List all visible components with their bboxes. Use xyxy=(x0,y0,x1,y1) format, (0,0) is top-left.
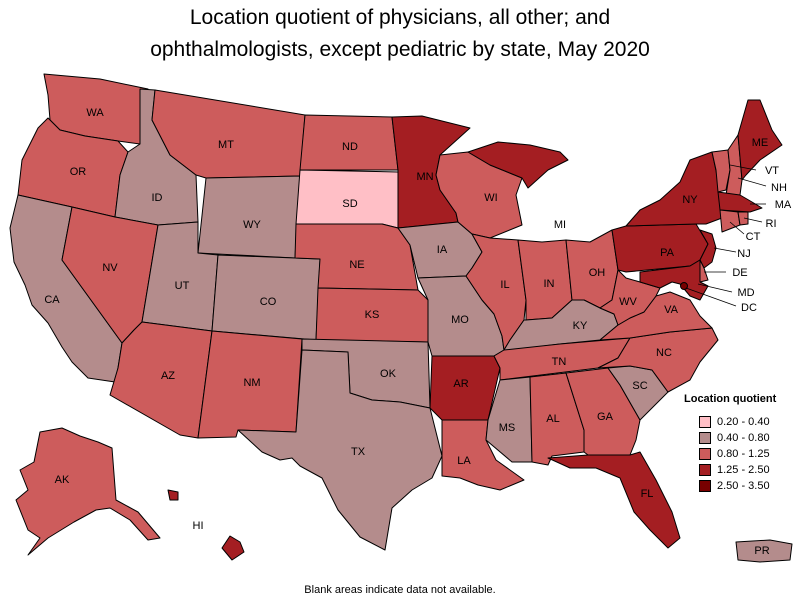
state-NJ[interactable] xyxy=(699,229,717,269)
map-legend: Location quotient 0.20 - 0.40 0.40 - 0.80… xyxy=(684,393,776,494)
state-label-NC: NC xyxy=(656,347,672,359)
state-label-CA: CA xyxy=(44,294,60,306)
legend-swatch xyxy=(699,432,711,444)
state-label-DC: DC xyxy=(741,302,757,314)
state-PR[interactable] xyxy=(735,539,793,563)
state-label-MA: MA xyxy=(775,199,792,211)
state-TX[interactable] xyxy=(237,349,443,551)
state-label-NE: NE xyxy=(349,259,364,271)
state-MA[interactable] xyxy=(717,191,763,213)
state-label-ND: ND xyxy=(342,141,358,153)
state-label-RI: RI xyxy=(766,218,777,230)
state-CT[interactable] xyxy=(719,209,741,233)
state-label-MS: MS xyxy=(499,422,516,434)
legend-swatch xyxy=(699,416,711,428)
state-label-IN: IN xyxy=(544,278,555,290)
state-label-TN: TN xyxy=(552,356,567,368)
state-label-AL: AL xyxy=(546,413,559,425)
state-FL[interactable] xyxy=(547,451,681,549)
state-label-IA: IA xyxy=(437,244,448,256)
state-label-WI: WI xyxy=(484,192,497,204)
legend-title: Location quotient xyxy=(684,393,777,405)
state-RI[interactable] xyxy=(737,211,749,226)
map-title-line-1: Location quotient of physicians, all oth… xyxy=(189,6,611,29)
state-label-WV: WV xyxy=(619,296,637,308)
state-label-MI: MI xyxy=(554,219,566,231)
state-label-PA: PA xyxy=(660,247,675,259)
state-label-SC: SC xyxy=(632,380,647,392)
state-label-OK: OK xyxy=(380,368,397,380)
state-label-WA: WA xyxy=(86,107,104,119)
legend-label: 0.20 - 0.40 xyxy=(717,416,770,428)
state-label-VA: VA xyxy=(664,304,679,316)
legend-item: 2.50 - 3.50 xyxy=(684,478,776,494)
legend-item: 0.80 - 1.25 xyxy=(684,446,776,462)
state-label-LA: LA xyxy=(457,455,471,467)
state-HI-island[interactable] xyxy=(167,489,179,501)
state-label-NV: NV xyxy=(102,262,118,274)
state-label-MO: MO xyxy=(451,314,469,326)
state-label-HI: HI xyxy=(193,520,204,532)
legend-item: 0.20 - 0.40 xyxy=(684,414,776,430)
state-label-FL: FL xyxy=(641,488,654,500)
state-DC[interactable] xyxy=(680,282,688,290)
state-NC[interactable] xyxy=(597,327,719,393)
state-label-IL: IL xyxy=(500,279,509,291)
state-label-ID: ID xyxy=(152,192,163,204)
state-label-SD: SD xyxy=(342,198,357,210)
map-title: Location quotient of physicians, all oth… xyxy=(0,2,800,66)
state-label-TX: TX xyxy=(351,446,366,458)
map-title-line-2: ophthalmologists, except pediatric by st… xyxy=(150,38,650,61)
state-label-KS: KS xyxy=(365,309,380,321)
state-label-VT: VT xyxy=(765,165,779,177)
state-WY[interactable] xyxy=(197,175,301,259)
state-label-OR: OR xyxy=(70,166,87,178)
footnote: Blank areas indicate data not available. xyxy=(304,584,496,596)
state-label-MD: MD xyxy=(737,287,754,299)
state-ME[interactable] xyxy=(737,99,783,181)
legend-swatch xyxy=(699,464,711,476)
state-label-OH: OH xyxy=(589,267,606,279)
state-label-DE: DE xyxy=(732,267,747,279)
legend-label: 0.40 - 0.80 xyxy=(717,432,770,444)
state-label-KY: KY xyxy=(573,320,588,332)
state-label-MT: MT xyxy=(218,139,234,151)
state-label-GA: GA xyxy=(597,411,614,423)
state-label-ME: ME xyxy=(752,137,769,149)
legend-item: 1.25 - 2.50 xyxy=(684,462,776,478)
legend-label: 1.25 - 2.50 xyxy=(717,464,770,476)
legend-label: 2.50 - 3.50 xyxy=(717,480,770,492)
state-AK[interactable] xyxy=(15,427,161,556)
state-label-UT: UT xyxy=(175,280,190,292)
state-label-NM: NM xyxy=(243,377,260,389)
state-label-MN: MN xyxy=(416,171,433,183)
legend-swatch xyxy=(699,480,711,492)
legend-label: 0.80 - 1.25 xyxy=(717,448,770,460)
legend-item: 0.40 - 0.80 xyxy=(684,430,776,446)
state-label-AR: AR xyxy=(453,378,468,390)
state-label-WY: WY xyxy=(243,219,261,231)
state-label-AK: AK xyxy=(55,474,70,486)
legend-swatch xyxy=(699,448,711,460)
state-label-CO: CO xyxy=(260,296,277,308)
state-HI[interactable] xyxy=(221,535,245,561)
state-label-NY: NY xyxy=(682,194,698,206)
state-label-CT: CT xyxy=(746,231,761,243)
state-MI[interactable] xyxy=(467,141,569,189)
state-label-NH: NH xyxy=(771,182,787,194)
state-label-PR: PR xyxy=(754,545,769,557)
state-label-AZ: AZ xyxy=(161,370,175,382)
state-label-NJ: NJ xyxy=(737,248,750,260)
state-NY[interactable] xyxy=(625,151,723,227)
